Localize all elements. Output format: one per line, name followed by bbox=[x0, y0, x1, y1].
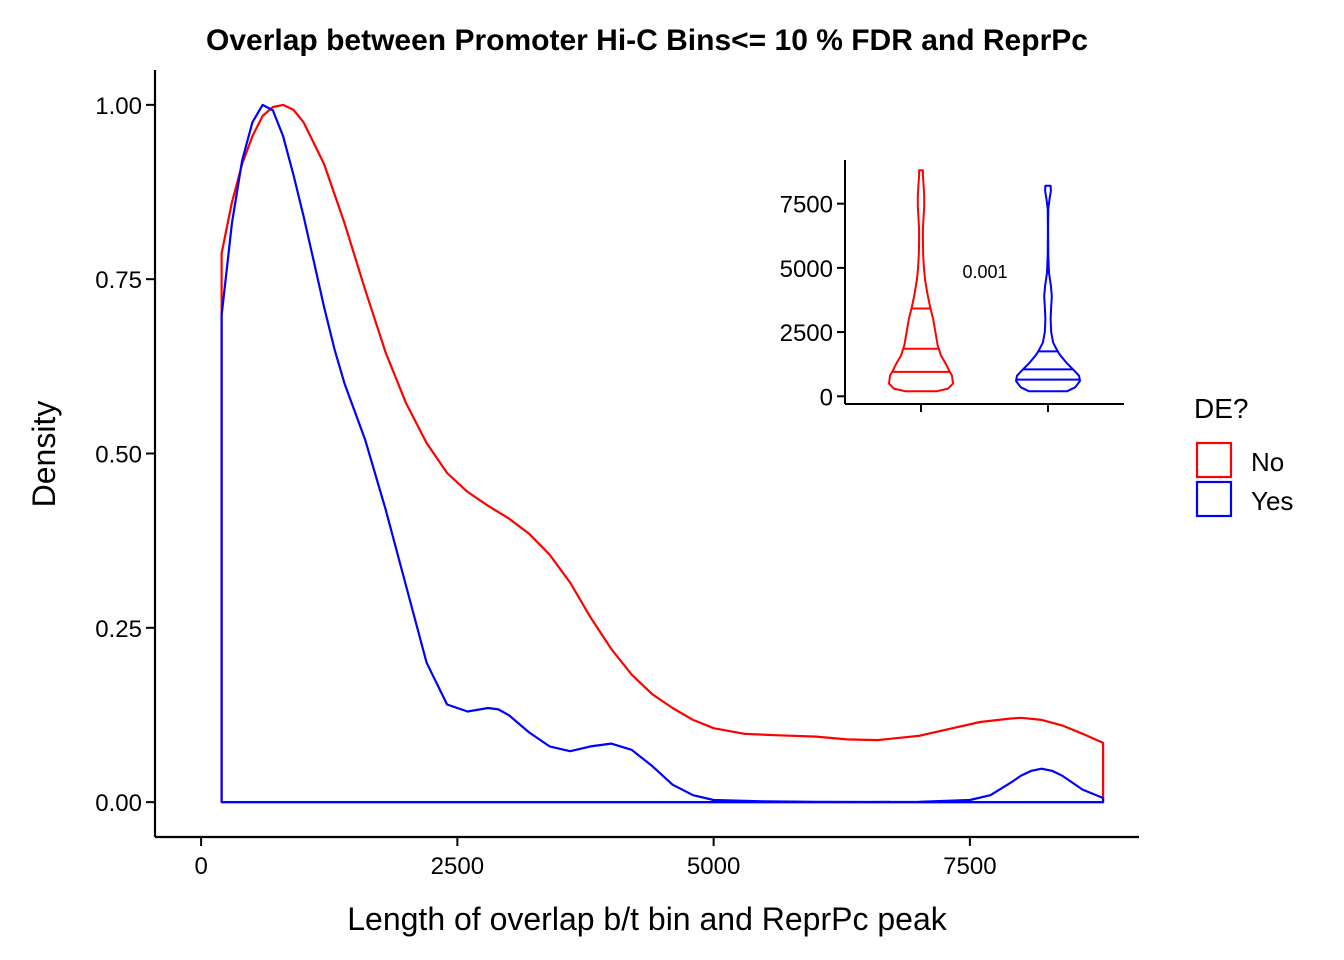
x-tick-label: 7500 bbox=[943, 853, 996, 880]
density-series-no bbox=[220, 103, 1105, 804]
legend-label-yes: Yes bbox=[1251, 486, 1293, 516]
legend-title: DE? bbox=[1194, 393, 1248, 424]
density-series-yes bbox=[220, 103, 1105, 804]
y-tick-label: 0.25 bbox=[95, 616, 142, 643]
legend-key-no bbox=[1195, 441, 1233, 479]
main-y-ticks: 0.00 0.25 0.50 0.75 1.00 bbox=[95, 93, 155, 817]
x-axis-label: Length of overlap b/t bin and ReprPc pea… bbox=[347, 901, 948, 937]
x-tick-label: 0 bbox=[194, 853, 207, 880]
inset-violins bbox=[888, 169, 1081, 393]
inset-y-tick-label: 7500 bbox=[780, 192, 833, 219]
legend-label-no: No bbox=[1251, 447, 1284, 477]
y-tick-label: 0.75 bbox=[95, 267, 142, 294]
legend-key-yes bbox=[1195, 480, 1233, 518]
chart-title: Overlap between Promoter Hi-C Bins<= 10 … bbox=[206, 24, 1088, 57]
x-tick-label: 5000 bbox=[687, 853, 740, 880]
violin-no bbox=[888, 169, 954, 393]
inset-y-tick-label: 0 bbox=[820, 384, 833, 411]
violin-yes bbox=[1015, 184, 1081, 393]
y-tick-label: 0.00 bbox=[95, 790, 142, 817]
y-tick-label: 0.50 bbox=[95, 442, 142, 469]
inset-violin-plot: 0 2500 5000 7500 0.001 bbox=[780, 160, 1124, 412]
main-axes: 0.00 0.25 0.50 0.75 1.00 0 2500 5000 7500 bbox=[95, 70, 1139, 880]
inset-x-ticks bbox=[920, 404, 1049, 412]
y-tick-label: 1.00 bbox=[95, 93, 142, 120]
density-series bbox=[220, 103, 1105, 804]
x-tick-label: 2500 bbox=[431, 853, 484, 880]
inset-pvalue-annotation: 0.001 bbox=[962, 262, 1007, 282]
inset-y-tick-label: 2500 bbox=[780, 320, 833, 347]
inset-y-ticks: 0 2500 5000 7500 bbox=[780, 192, 845, 411]
inset-y-tick-label: 5000 bbox=[780, 256, 833, 283]
legend: DE? No Yes bbox=[1194, 393, 1293, 518]
y-axis-label: Density bbox=[26, 401, 62, 508]
main-x-ticks: 0 2500 5000 7500 bbox=[194, 837, 997, 880]
